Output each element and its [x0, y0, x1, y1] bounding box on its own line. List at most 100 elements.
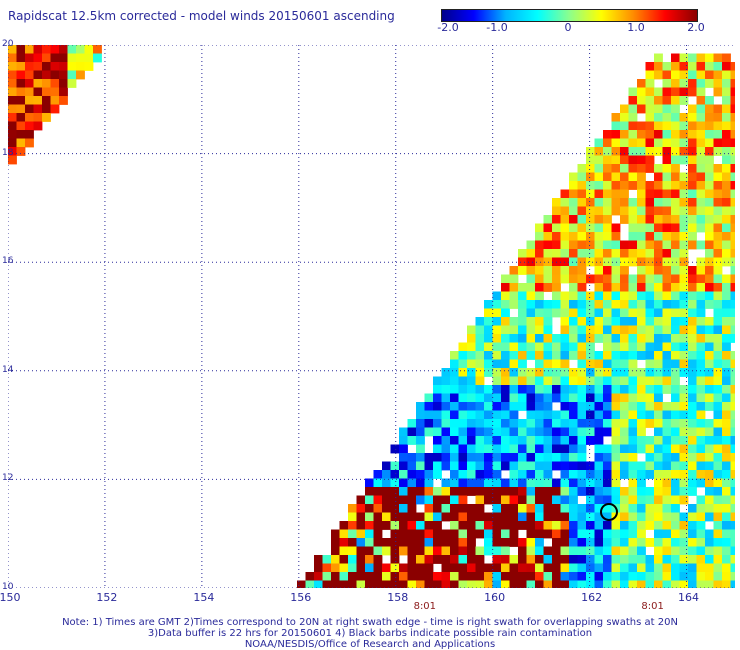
difference-cell: [365, 546, 374, 556]
difference-cell: [509, 283, 519, 292]
difference-cell: [331, 529, 340, 539]
difference-cell: [577, 555, 587, 564]
difference-cell: [713, 546, 723, 556]
difference-cell: [467, 504, 476, 513]
difference-cell: [603, 342, 612, 352]
difference-cell: [603, 410, 612, 420]
difference-cell: [390, 461, 400, 471]
difference-cell: [662, 538, 672, 547]
difference-cell: [433, 402, 442, 411]
difference-cell: [671, 376, 680, 386]
difference-cell: [730, 206, 735, 216]
difference-cell: [637, 572, 646, 581]
difference-cell: [586, 504, 595, 513]
map-plot: [8, 45, 735, 588]
difference-cell: [620, 351, 629, 360]
difference-cell: [637, 487, 646, 496]
difference-cell: [611, 291, 621, 301]
difference-cell: [628, 538, 638, 547]
difference-cell: [611, 368, 621, 377]
difference-cell: [671, 53, 680, 63]
difference-cell: [382, 538, 391, 547]
difference-cell: [467, 368, 476, 377]
difference-cell: [365, 521, 374, 530]
difference-cell: [492, 291, 502, 301]
difference-cell: [441, 572, 451, 581]
difference-cell: [577, 342, 587, 352]
difference-cell: [679, 317, 689, 326]
difference-cell: [603, 181, 612, 190]
difference-cell: [594, 249, 604, 258]
difference-cell: [696, 410, 706, 420]
difference-cell: [654, 402, 663, 411]
difference-cell: [594, 181, 604, 190]
difference-cell: [713, 70, 723, 80]
difference-cell: [475, 563, 485, 573]
difference-cell: [620, 104, 629, 114]
difference-cell: [603, 427, 612, 437]
difference-cell: [492, 385, 502, 394]
x-tick-label: 152: [96, 591, 118, 604]
difference-cell: [535, 317, 544, 326]
difference-cell: [467, 487, 476, 496]
difference-cell: [713, 87, 723, 97]
difference-cell: [671, 529, 680, 539]
difference-cell: [679, 300, 689, 309]
difference-cell: [730, 538, 735, 547]
difference-cell: [518, 555, 527, 564]
difference-cell: [348, 538, 357, 547]
difference-cell: [569, 223, 578, 233]
difference-cell: [620, 291, 629, 301]
difference-cell: [8, 147, 17, 156]
difference-cell: [543, 368, 553, 377]
difference-cell: [611, 121, 621, 131]
difference-cell: [42, 87, 51, 97]
difference-cell: [696, 461, 706, 471]
difference-cell: [501, 274, 510, 284]
difference-cell: [662, 257, 672, 267]
difference-cell: [722, 62, 731, 71]
difference-cell: [696, 62, 706, 71]
difference-cell: [620, 546, 629, 556]
difference-cell: [509, 521, 519, 530]
difference-cell: [722, 512, 731, 522]
difference-cell: [492, 453, 502, 462]
difference-cell: [662, 368, 672, 377]
difference-cell: [594, 538, 604, 547]
difference-cell: [696, 402, 706, 411]
difference-cell: [705, 53, 714, 63]
difference-cell: [620, 155, 629, 165]
difference-cell: [603, 325, 612, 335]
difference-cell: [535, 325, 544, 335]
difference-cell: [688, 198, 697, 207]
difference-cell: [603, 147, 612, 156]
difference-cell: [654, 351, 663, 360]
difference-cell: [560, 572, 570, 581]
difference-cell: [637, 240, 646, 250]
difference-cell: [654, 393, 663, 403]
difference-cell: [645, 419, 655, 428]
difference-cell: [679, 580, 689, 588]
difference-cell: [450, 529, 459, 539]
difference-cell: [467, 572, 476, 581]
difference-cell: [407, 470, 417, 479]
difference-cell: [577, 461, 587, 471]
difference-cell: [696, 368, 706, 377]
difference-cell: [679, 334, 689, 343]
difference-cell: [671, 470, 680, 479]
difference-cell: [501, 436, 510, 445]
difference-cell: [603, 232, 612, 241]
difference-cell: [730, 427, 735, 437]
difference-cell: [611, 257, 621, 267]
difference-cell: [603, 529, 612, 539]
difference-cell: [679, 249, 689, 258]
difference-cell: [696, 79, 706, 88]
difference-cell: [373, 538, 383, 547]
difference-cell: [382, 487, 391, 496]
difference-cell: [407, 563, 417, 573]
difference-cell: [594, 444, 604, 454]
difference-cell: [399, 444, 408, 454]
difference-cell: [484, 385, 493, 394]
difference-cell: [407, 538, 417, 547]
difference-cell: [594, 138, 604, 148]
